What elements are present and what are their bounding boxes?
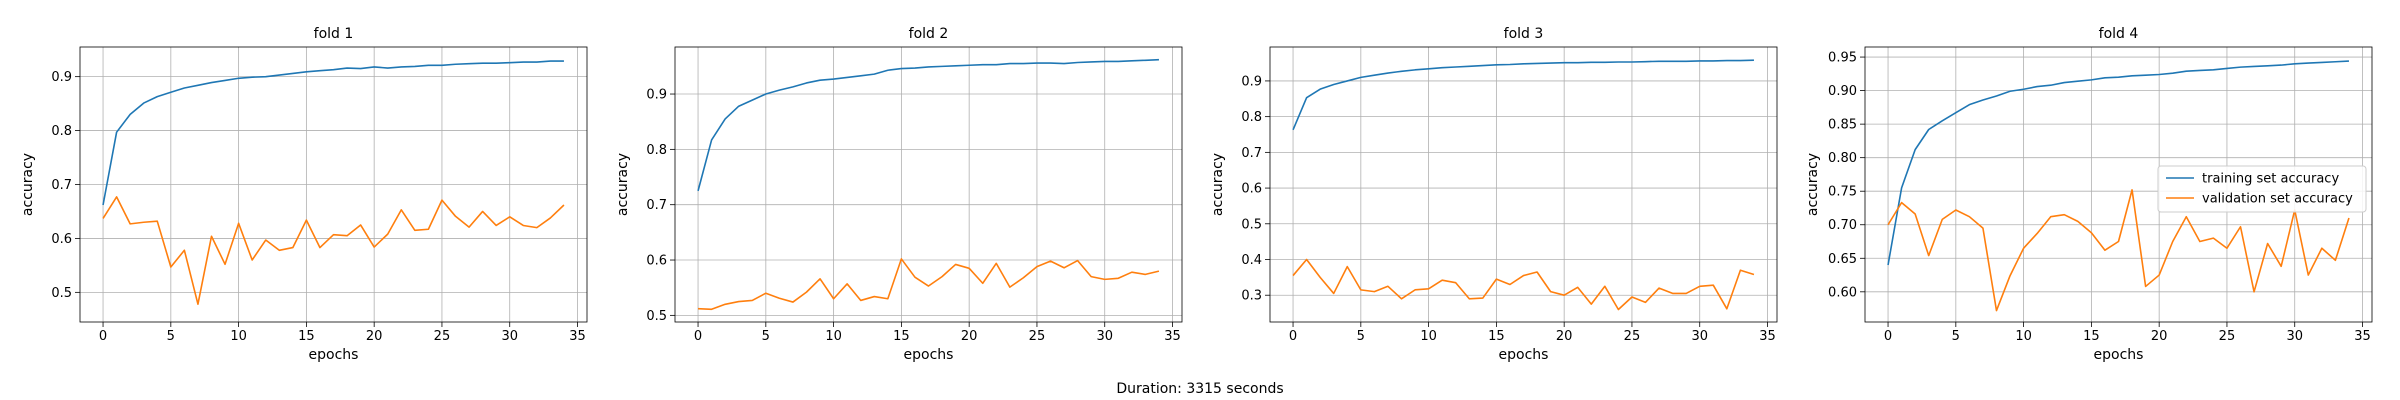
- validation-accuracy-line: [1292, 258, 1755, 311]
- x-tick-label: 35: [1759, 329, 1776, 344]
- x-tick-label: 25: [434, 329, 451, 344]
- y-tick-label: 0.5: [1241, 217, 1262, 232]
- training-accuracy-line: [1887, 60, 2349, 266]
- chart-fold-3: fold 3 0 5 10 15 20 25 30 35 0.3 0.4 0.5 0.6 0.7 0.8 0.…: [1210, 26, 1778, 363]
- x-tick-label: 25: [1624, 329, 1641, 344]
- x-tick-label: 20: [1556, 329, 1573, 344]
- x-tick-label: 0: [1289, 329, 1297, 344]
- plot-frame: [1864, 46, 2373, 323]
- legend-training-label: training set accuracy: [2202, 172, 2339, 187]
- x-tick-label: 10: [1420, 329, 1437, 344]
- validation-accuracy-line: [698, 258, 1160, 311]
- y-tick-label: 0.60: [1828, 285, 1857, 300]
- x-tick-label: 30: [1691, 329, 1708, 344]
- y-tick-label: 0.3: [1241, 289, 1262, 304]
- y-tick-label: 0.75: [1828, 185, 1857, 200]
- x-tick-label: 35: [569, 329, 586, 344]
- x-tick-label: 10: [230, 329, 247, 344]
- y-tick-label: 0.65: [1828, 252, 1857, 267]
- legend-validation-label: validation set accuracy: [2202, 192, 2353, 207]
- y-tick-label: 0.8: [646, 143, 667, 158]
- x-tick-label: 15: [893, 329, 910, 344]
- x-tick-label: 25: [1029, 329, 1046, 344]
- x-tick-label: 30: [2286, 329, 2303, 344]
- x-tick-label: 5: [1952, 329, 1960, 344]
- x-tick-label: 30: [1096, 329, 1113, 344]
- chart-fold-1: fold 1 0 5 10 15 20 25 30 35 0.5 0.6 0.7 0.8 0.9 epoch…: [20, 26, 588, 363]
- plot-frame: [1269, 46, 1778, 323]
- plot-frame: [674, 46, 1183, 323]
- y-tick-label: 0.6: [1241, 182, 1262, 197]
- x-tick-label: 5: [762, 329, 770, 344]
- x-tick-label: 5: [1357, 329, 1365, 344]
- y-tick-label: 0.9: [1241, 74, 1262, 89]
- training-accuracy-line: [697, 58, 1159, 192]
- plot-frame: [79, 46, 588, 323]
- legend-box: [2157, 165, 2367, 213]
- x-axis-label: epochs: [1499, 347, 1549, 363]
- y-tick-label: 0.6: [51, 232, 72, 247]
- y-axis-label: accuracy: [1805, 153, 1821, 216]
- legend: training set accuracy validation set accu…: [2157, 165, 2367, 213]
- chart-title: fold 2: [909, 26, 949, 42]
- y-axis-label: accuracy: [20, 153, 36, 216]
- y-tick-label: 0.90: [1828, 84, 1857, 99]
- chart-title: fold 3: [1504, 26, 1544, 42]
- x-tick-label: 20: [961, 329, 978, 344]
- x-tick-label: 15: [298, 329, 315, 344]
- x-tick-label: 15: [1488, 329, 1505, 344]
- x-tick-label: 0: [99, 329, 107, 344]
- y-tick-label: 0.9: [51, 70, 72, 85]
- x-tick-label: 0: [1884, 329, 1892, 344]
- y-tick-label: 0.70: [1828, 218, 1857, 233]
- x-axis-label: epochs: [309, 347, 359, 363]
- chart-fold-4: fold 4 0 5 10 15 20 25 30 35 0.60 0.65 0.70 0.75 0.80…: [1805, 26, 2373, 363]
- y-tick-label: 0.5: [646, 309, 667, 324]
- y-tick-label: 0.85: [1828, 118, 1857, 133]
- chart-fold-2: fold 2 0 5 10 15 20 25 30 35 0.5 0.6 0.7 0.8 0.9 epoch…: [615, 26, 1183, 363]
- y-tick-label: 0.8: [1241, 110, 1262, 125]
- x-tick-label: 10: [825, 329, 842, 344]
- training-accuracy-line: [102, 60, 564, 206]
- y-tick-label: 0.8: [51, 124, 72, 139]
- training-accuracy-line: [1292, 59, 1754, 131]
- x-tick-label: 35: [2354, 329, 2371, 344]
- y-tick-label: 0.9: [646, 88, 667, 103]
- validation-accuracy-line: [1887, 189, 2350, 312]
- x-tick-label: 15: [2083, 329, 2100, 344]
- y-tick-label: 0.7: [51, 178, 72, 193]
- chart-title: fold 1: [314, 26, 354, 42]
- x-tick-label: 5: [167, 329, 175, 344]
- y-tick-label: 0.5: [51, 286, 72, 301]
- x-tick-label: 25: [2219, 329, 2236, 344]
- x-tick-label: 35: [1164, 329, 1181, 344]
- chart-title: fold 4: [2099, 26, 2139, 42]
- x-tick-label: 10: [2015, 329, 2032, 344]
- y-axis-label: accuracy: [615, 153, 631, 216]
- x-tick-label: 30: [501, 329, 518, 344]
- y-tick-label: 0.6: [646, 254, 667, 269]
- validation-accuracy-line: [102, 196, 565, 306]
- y-axis-label: accuracy: [1210, 153, 1226, 216]
- x-tick-label: 20: [2151, 329, 2168, 344]
- y-tick-label: 0.80: [1828, 151, 1857, 166]
- y-tick-label: 0.7: [646, 198, 667, 213]
- y-tick-label: 0.95: [1828, 51, 1857, 66]
- duration-text: Duration: 3315 seconds: [1116, 381, 1284, 397]
- x-tick-label: 0: [694, 329, 702, 344]
- x-tick-label: 20: [366, 329, 383, 344]
- x-axis-label: epochs: [904, 347, 954, 363]
- y-tick-label: 0.4: [1241, 253, 1262, 268]
- x-axis-label: epochs: [2094, 347, 2144, 363]
- y-tick-label: 0.7: [1241, 146, 1262, 161]
